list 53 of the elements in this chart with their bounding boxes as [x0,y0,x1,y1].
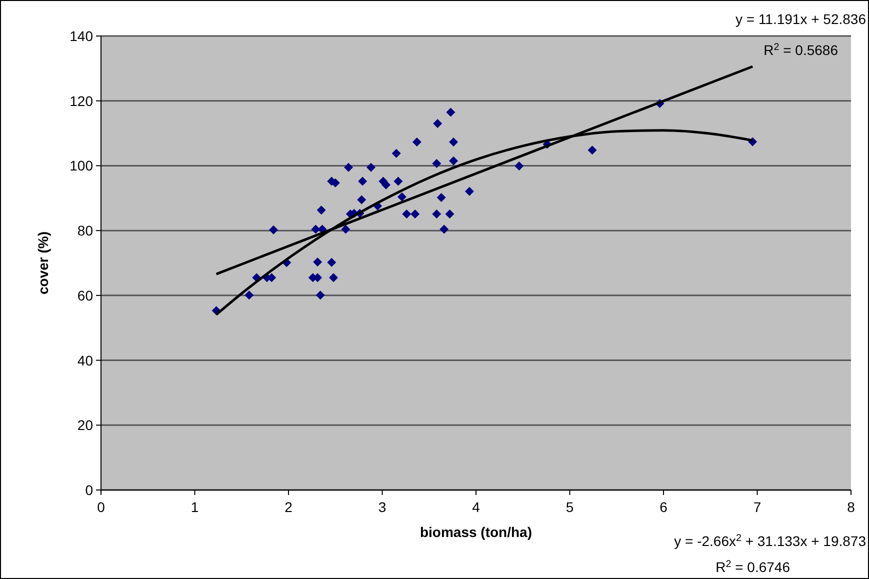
point [394,176,403,186]
point [341,224,350,234]
point [397,192,406,202]
point [316,206,326,215]
point [410,210,420,219]
x-tick-label: 8 [847,499,856,515]
point [402,210,412,219]
x-tick-label: 3 [378,499,386,515]
point [316,290,325,300]
point [445,210,454,219]
point [269,225,278,234]
y-tick-label: 80 [77,222,94,239]
x-tick-label: 1 [190,499,199,515]
y-tick-label: 60 [77,287,94,304]
y-tick-label: 20 [77,417,94,434]
text: y = -2.66x$^{2}$ + 31.133x + 19.873 [674,532,866,549]
point [440,224,449,234]
point [432,210,442,219]
y-tick-label: 120 [70,92,94,109]
y-tick-label: 140 [70,28,94,44]
point [366,162,376,172]
point [436,192,446,202]
x-tick-label: 0 [97,499,106,515]
point [329,273,338,282]
annotation: R$^{2}$ = 0.5686 [764,42,838,58]
x-tick-label: 5 [566,499,574,515]
x-axis-title: biomass (ton/ha) [420,524,532,540]
x-tick-label: 7 [753,499,762,515]
point [446,108,456,117]
point [433,119,442,128]
point [412,138,422,147]
y-tick-label: 100 [70,158,94,174]
point [244,290,254,300]
point [358,176,368,186]
point [357,195,366,204]
point [327,258,336,267]
point [313,258,322,267]
point [432,158,442,168]
x-tick-label: 4 [472,499,480,515]
point [449,138,458,147]
x-tick-label: 6 [660,499,668,515]
point [344,162,353,172]
y-tick-label: 40 [77,352,94,368]
text: y = 11.191x + 52.836 [735,11,866,27]
point [464,186,474,196]
y-axis-title: cover (%) [35,231,51,295]
point [588,146,597,155]
point [449,156,458,166]
point [392,148,401,158]
y-tick-label: 0 [85,482,94,498]
point [514,162,524,171]
x-tick-label: 2 [284,499,293,515]
text: R$^{2}$ = 0.6746 [716,558,790,575]
